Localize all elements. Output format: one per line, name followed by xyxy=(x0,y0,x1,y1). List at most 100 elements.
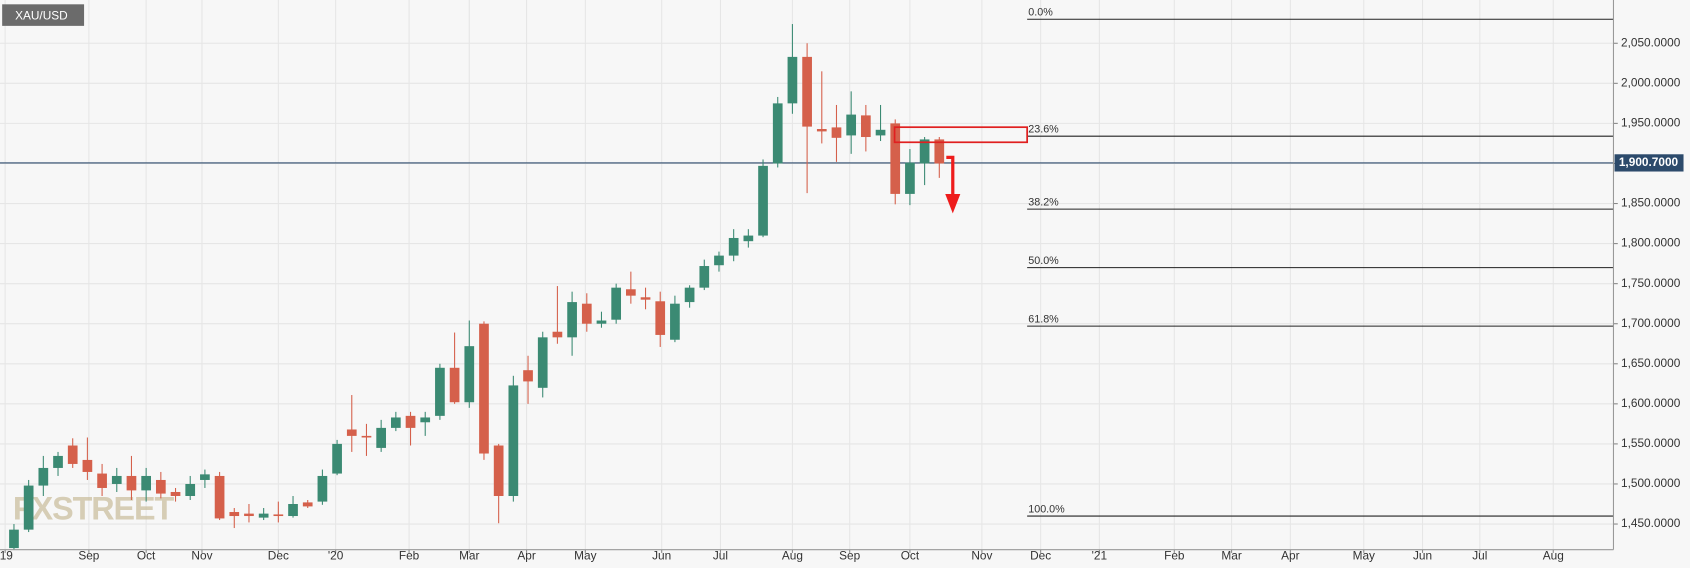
x-tick-label: Oct xyxy=(137,548,156,562)
symbol-label: XAU/USD xyxy=(15,8,68,22)
candle-body xyxy=(567,302,577,338)
candle-body xyxy=(655,301,666,335)
y-tick-label: 1,950.0000 xyxy=(1621,116,1681,130)
x-tick-label: Jun xyxy=(1413,548,1432,562)
candle-body xyxy=(772,103,783,164)
candle-body xyxy=(361,435,372,438)
arrow-head xyxy=(945,194,961,214)
candle-body xyxy=(53,455,63,468)
candle-body xyxy=(552,331,563,338)
candle-body xyxy=(244,513,254,517)
candle-body xyxy=(200,474,210,480)
x-tick-label: Sep xyxy=(839,548,860,562)
candle-body xyxy=(493,445,504,496)
y-tick-label: 1,850.0000 xyxy=(1621,196,1681,210)
x-tick-label: Apr xyxy=(1281,548,1299,562)
x-tick-label: '20 xyxy=(328,548,344,562)
x-tick-label: Mar xyxy=(459,548,479,562)
fib-label: 50.0% xyxy=(1028,255,1059,267)
candle-body xyxy=(905,162,915,194)
x-tick-label: Dec xyxy=(1030,548,1051,562)
x-tick-label: Feb xyxy=(1164,548,1185,562)
candle-body xyxy=(787,56,798,104)
annotations xyxy=(893,126,1029,214)
candle-body xyxy=(479,323,489,454)
fib-label: 38.2% xyxy=(1028,197,1059,209)
candle-body xyxy=(170,491,181,496)
candle-body xyxy=(405,415,416,428)
x-tick-label: May xyxy=(574,548,596,562)
candle-body xyxy=(288,504,298,517)
candle-body xyxy=(537,337,548,388)
candle-body xyxy=(523,370,533,382)
candle-body xyxy=(302,502,313,507)
candle-body xyxy=(802,56,812,127)
resistance-box xyxy=(893,126,1029,144)
candle-body xyxy=(111,475,122,484)
x-tick-label: '19 xyxy=(0,548,13,562)
candle-body xyxy=(611,287,622,320)
y-tick-label: 1,750.0000 xyxy=(1621,276,1681,290)
candle-body xyxy=(155,479,166,494)
candle-body xyxy=(670,303,680,340)
candle-body xyxy=(816,129,827,132)
candle-body xyxy=(890,123,901,194)
candle-body xyxy=(97,473,107,488)
x-tick-label: Feb xyxy=(399,548,420,562)
y-tick-label: 2,000.0000 xyxy=(1621,75,1681,89)
candle-body xyxy=(640,297,651,300)
candle-body xyxy=(919,139,930,164)
candle-body xyxy=(728,237,739,256)
y-tick-label: 1,700.0000 xyxy=(1621,316,1681,330)
candle-body xyxy=(626,289,636,296)
candle-body xyxy=(934,139,945,164)
watermark: FXSTREET xyxy=(13,490,175,526)
candle-body xyxy=(390,417,401,428)
x-tick-label: Mar xyxy=(1221,548,1241,562)
x-tick-label: '21 xyxy=(1092,548,1108,562)
fib-label: 23.6% xyxy=(1028,124,1059,136)
y-tick-label: 2,050.0000 xyxy=(1621,35,1681,49)
candle-body xyxy=(273,514,284,517)
candle-body xyxy=(346,429,357,436)
y-tick-label: 1,500.0000 xyxy=(1621,476,1681,490)
candle-body xyxy=(435,367,445,416)
candles xyxy=(9,24,945,550)
candle-body xyxy=(9,529,19,549)
candle-body xyxy=(508,385,519,496)
candle-body xyxy=(581,303,592,324)
y-tick-label: 1,800.0000 xyxy=(1621,236,1681,250)
candle-body xyxy=(376,427,387,448)
candle-body xyxy=(229,512,240,517)
y-tick-label: 1,600.0000 xyxy=(1621,396,1681,410)
x-tick-label: Aug xyxy=(782,548,803,562)
candle-body xyxy=(141,475,152,491)
y-tick-label: 1,450.0000 xyxy=(1621,516,1681,530)
candle-body xyxy=(699,266,710,288)
candle-body xyxy=(714,255,724,266)
x-tick-label: Nov xyxy=(971,548,992,562)
y-tick-label: 1,650.0000 xyxy=(1621,356,1681,370)
candle-body xyxy=(875,129,886,136)
candle-body xyxy=(464,346,475,403)
fib-label: 61.8% xyxy=(1028,313,1059,325)
candle-body xyxy=(846,114,857,136)
price-label-box xyxy=(1614,154,1684,172)
x-tick-label: Jun xyxy=(652,548,671,562)
candle-body xyxy=(67,445,78,464)
candle-body xyxy=(126,475,137,491)
candle-body xyxy=(596,320,607,324)
candle-body xyxy=(185,483,196,496)
x-tick-label: Jul xyxy=(713,548,728,562)
candle-body xyxy=(23,485,34,530)
x-tick-label: Dec xyxy=(268,548,289,562)
candle-body xyxy=(831,127,842,138)
price-label: 1,900.7000 xyxy=(1619,155,1679,169)
candle-body xyxy=(861,115,871,138)
candle-body xyxy=(332,443,342,474)
candle-body xyxy=(449,367,460,403)
candle-body xyxy=(317,475,328,502)
x-tick-label: Aug xyxy=(1543,548,1564,562)
